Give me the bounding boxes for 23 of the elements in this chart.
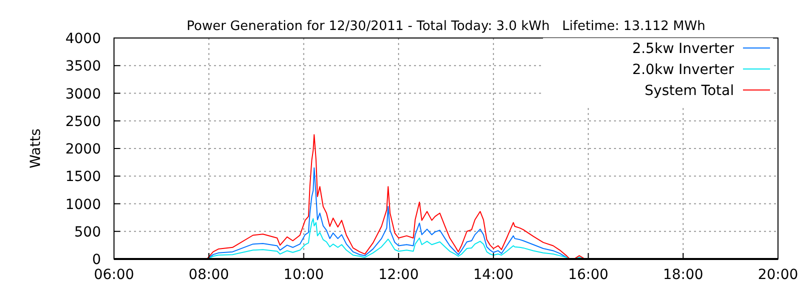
- x-tick-label: 06:00: [94, 267, 134, 283]
- legend-label: 2.0kw Inverter: [632, 62, 734, 78]
- line-series: [206, 134, 586, 260]
- y-tick-label: 3000: [65, 86, 101, 102]
- x-tick-label: 08:00: [188, 267, 230, 283]
- chart-title: Power Generation for 12/30/2011 - Total Today: 3.0 kWh Lifetime: 13.112 MWh: [186, 19, 706, 34]
- y-tick-label: 2500: [65, 114, 101, 130]
- y-tick-label: 2000: [65, 142, 101, 158]
- x-tick-label: 10:00: [284, 267, 324, 283]
- y-tick-label: 1000: [65, 196, 101, 213]
- x-tick-label: 20:00: [758, 267, 798, 283]
- x-tick-label: 16:00: [568, 267, 608, 283]
- x-tick-label: 18:00: [662, 267, 704, 283]
- y-tick-label: 3500: [65, 58, 101, 75]
- y-tick-label: 500: [74, 224, 101, 240]
- x-tick-label: 12:00: [378, 267, 419, 283]
- legend-label: System Total: [644, 83, 734, 99]
- legend-label: 2.5kw Inverter: [632, 41, 734, 57]
- y-tick-label: 1500: [65, 169, 101, 186]
- y-tick-label: 0: [92, 252, 101, 268]
- y-tick-label: 4000: [65, 31, 101, 47]
- x-tick-label: 14:00: [473, 267, 514, 283]
- y-axis-title: Watts: [28, 128, 44, 168]
